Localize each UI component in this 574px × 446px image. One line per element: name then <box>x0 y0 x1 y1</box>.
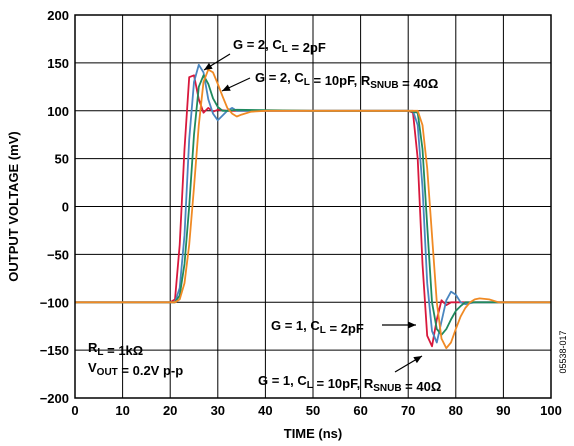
x-tick-label: 100 <box>540 403 562 418</box>
x-tick-label: 10 <box>115 403 129 418</box>
annotation-arrowhead <box>204 62 213 70</box>
y-tick-label: 200 <box>47 8 69 23</box>
x-tick-label: 50 <box>306 403 320 418</box>
x-tick-labels: 0 10 20 30 40 50 60 70 80 90 100 <box>71 403 561 418</box>
annotation-label: RL = 1kΩ <box>88 340 143 358</box>
y-tick-label: −100 <box>40 295 69 310</box>
y-tick-label: −50 <box>47 247 69 262</box>
x-tick-label: 80 <box>449 403 463 418</box>
x-tick-label: 30 <box>211 403 225 418</box>
x-tick-label: 90 <box>496 403 510 418</box>
x-tick-label: 60 <box>353 403 367 418</box>
annotations: G = 2, CL = 2pF G = 2, CL = 10pF, RSNUB =… <box>88 37 441 394</box>
y-tick-label: 50 <box>55 152 69 167</box>
x-tick-label: 70 <box>401 403 415 418</box>
x-tick-label: 20 <box>163 403 177 418</box>
y-tick-label: 100 <box>47 104 69 119</box>
annotation-label: G = 1, CL = 2pF <box>271 318 364 336</box>
figure-id: 05538-017 <box>558 330 568 373</box>
y-tick-label: −200 <box>40 391 69 406</box>
y-axis-label: OUTPUT VOLTAGE (mV) <box>6 131 21 281</box>
x-axis-label: TIME (ns) <box>284 426 343 441</box>
annotation-arrowhead <box>222 84 231 91</box>
x-tick-label: 40 <box>258 403 272 418</box>
y-tick-label: 150 <box>47 56 69 71</box>
y-tick-label: −150 <box>40 343 69 358</box>
y-tick-labels: −200 −150 −100 −50 0 50 100 150 200 <box>40 8 69 406</box>
series-layer <box>75 63 551 350</box>
plot-frame <box>74 14 552 399</box>
series-line-4 <box>75 68 551 350</box>
annotation-label: G = 2, CL = 10pF, RSNUB = 40Ω <box>255 70 438 91</box>
annotation-label: G = 1, CL = 10pF, RSNUB = 40Ω <box>258 373 441 394</box>
x-tick-label: 0 <box>71 403 78 418</box>
annotation-arrowhead <box>408 321 416 329</box>
annotation-label: G = 2, CL = 2pF <box>233 37 326 55</box>
annotation-arrowhead <box>413 356 422 364</box>
annotation-label: VOUT = 0.2V p-p <box>88 360 183 378</box>
y-tick-label: 0 <box>62 200 69 215</box>
annotation-arrows <box>203 53 423 373</box>
